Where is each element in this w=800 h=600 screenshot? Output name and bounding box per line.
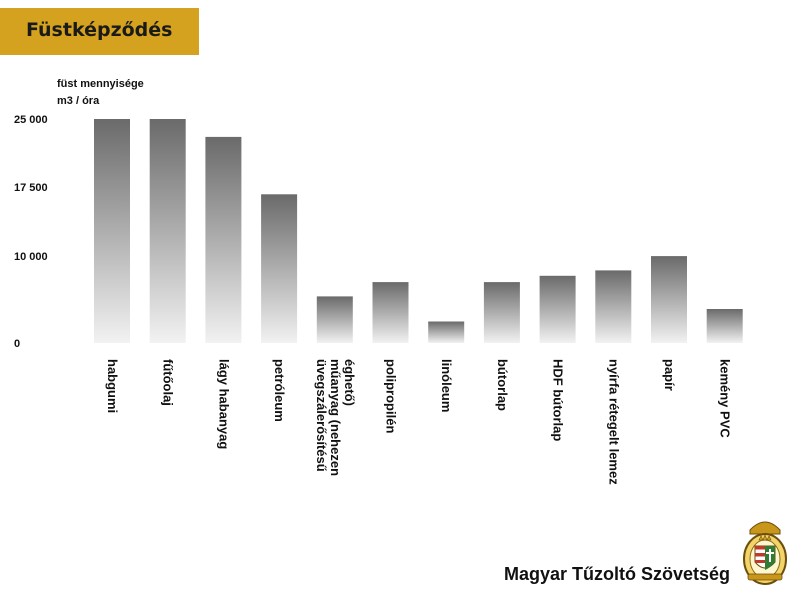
category-label: lágy habanyag [216,359,231,449]
category-label: kemény PVC [718,359,733,438]
y-tick-label: 25 000 [14,114,48,126]
category-label-line: petróleum [272,359,287,422]
category-label-line: habgumi [105,359,120,413]
category-label: habgumi [105,359,120,413]
y-tick-label: 17 500 [14,182,48,194]
bar [595,270,632,343]
category-label: üvegszálerősítésű műanyag (nehezen éghető) [314,359,357,476]
y-axis-label-line-1: füst mennyisége [57,78,144,90]
y-tick-label: 0 [14,338,20,350]
bar [651,256,687,343]
category-label: petróleum [272,359,287,422]
category-label: fűtőolaj [161,359,176,406]
category-label-line: műanyag (nehezen [328,359,343,476]
category-label: linóleum [439,359,454,412]
category-label-line: bútorlap [495,359,510,411]
organization-name: Magyar Tűzoltó Szövetség [503,564,730,584]
category-label-line: papír [662,359,677,391]
category-label-line: üvegszálerősítésű [314,359,329,472]
category-label-line: fűtőolaj [161,359,176,406]
bar [706,309,743,343]
bar [261,194,298,343]
bar [539,275,576,343]
category-label: nyírfa rétegelt lemez [606,359,621,485]
bar [372,282,409,343]
y-tick-label: 10 000 [14,251,48,263]
bar [316,296,353,343]
category-label-line: lágy habanyag [216,359,231,449]
category-label: papír [662,359,677,391]
category-label: bútorlap [495,359,510,411]
bar [205,136,242,343]
category-label: HDF bútorlap [551,359,566,441]
title-banner: Füstképződés [0,8,199,55]
category-label-line: nyírfa rétegelt lemez [606,359,621,485]
category-label: polipropilén [384,359,399,433]
category-label-line: éghető) [342,359,357,406]
bar [94,119,130,343]
bar [428,321,465,343]
bar [149,119,186,343]
page-title: Füstképződés [26,19,173,41]
y-axis-label-line-2: m3 / óra [57,95,100,107]
bar [483,282,520,343]
category-label-line: polipropilén [384,359,399,433]
category-label-line: kemény PVC [718,359,733,438]
category-label-line: HDF bútorlap [551,359,566,441]
category-label-line: linóleum [439,359,454,412]
fire-association-emblem-icon [743,521,787,585]
